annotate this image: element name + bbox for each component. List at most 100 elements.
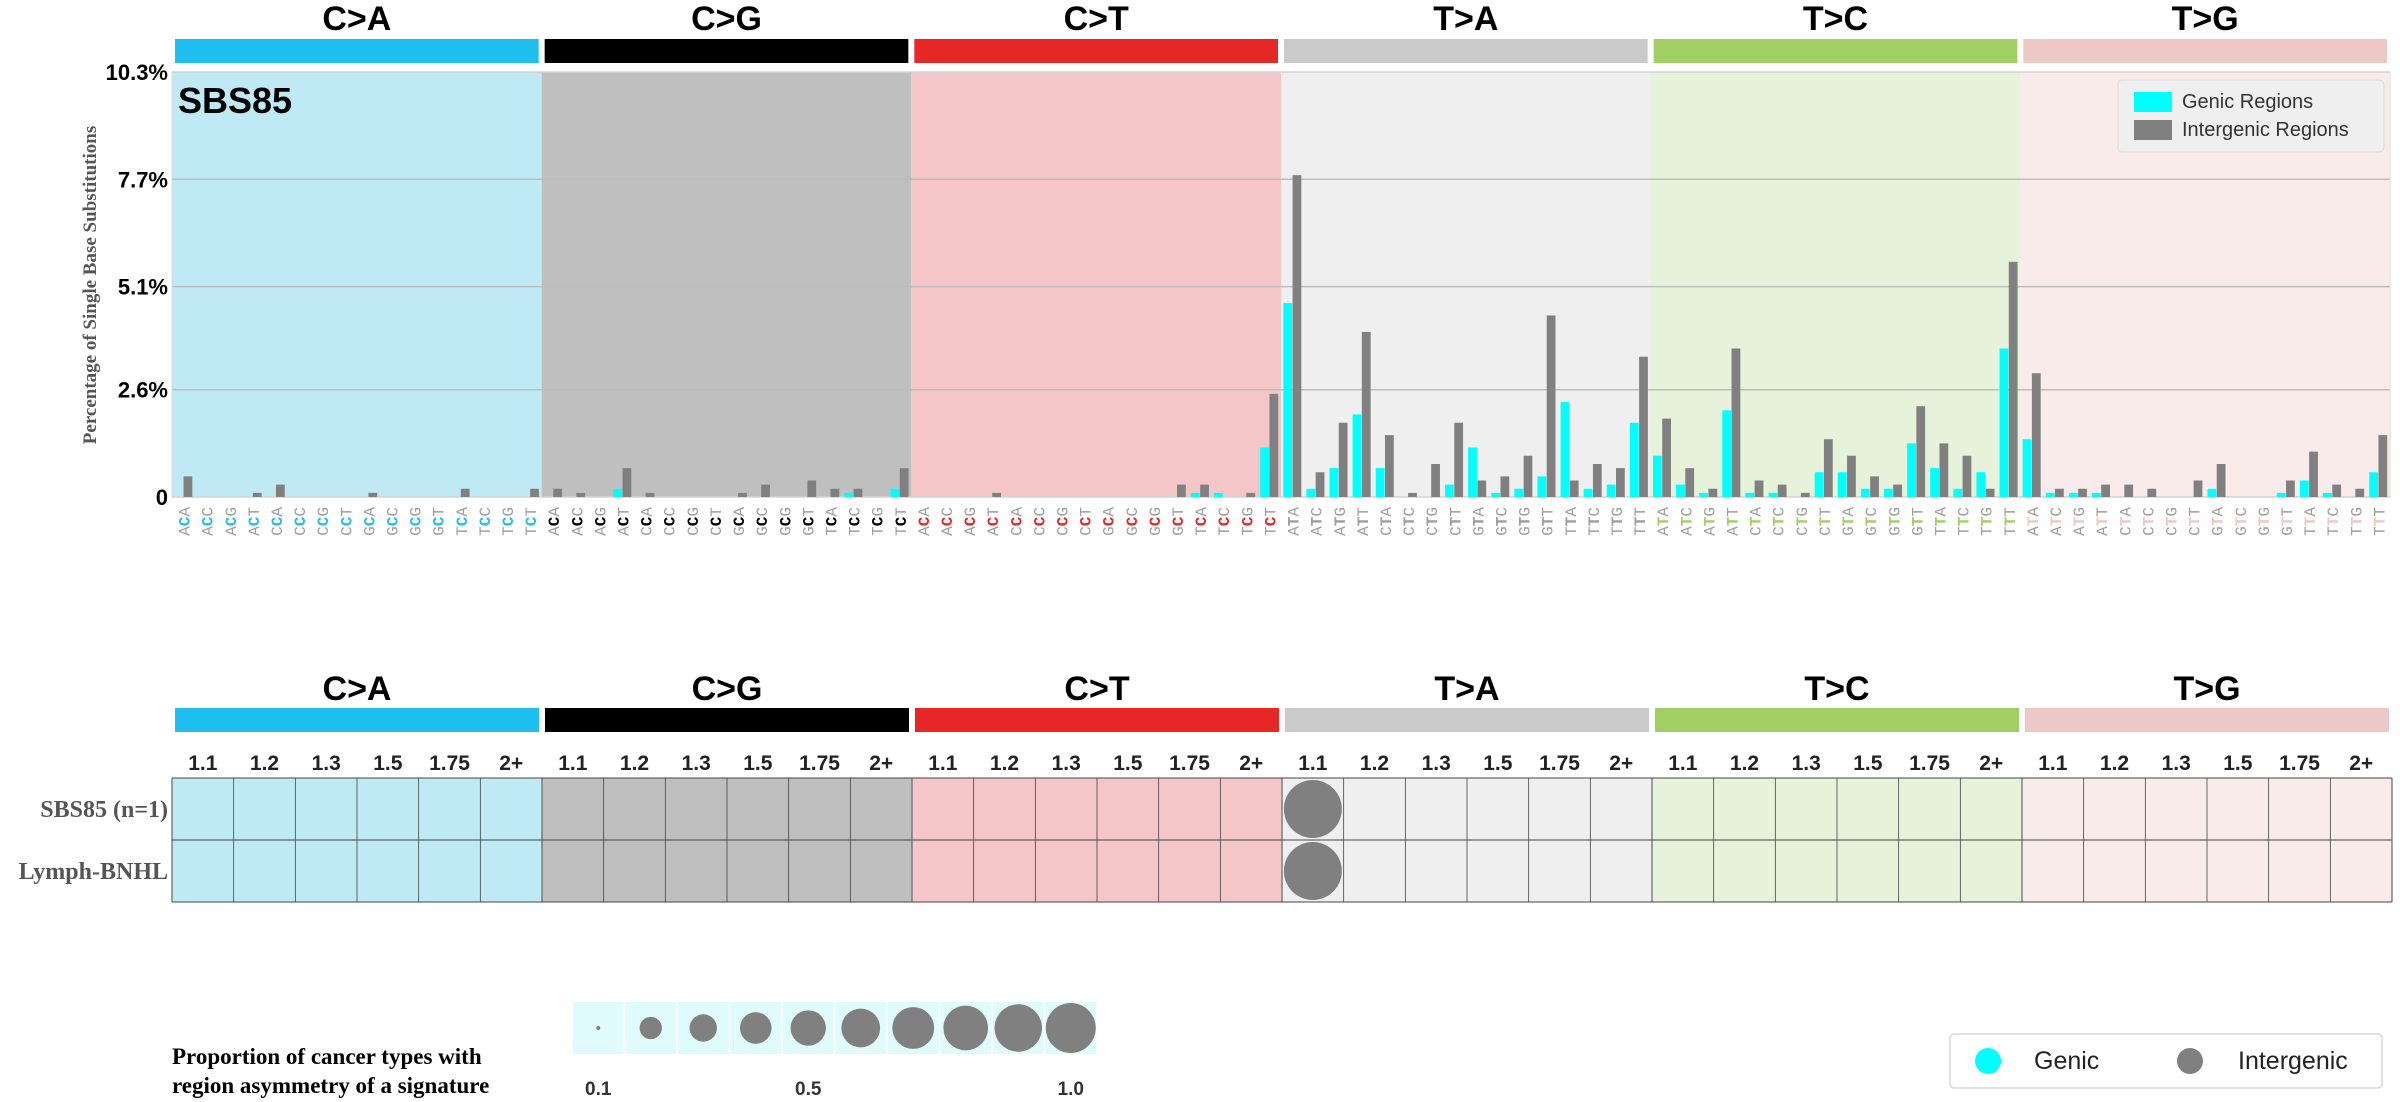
fold-label: 1.75	[429, 752, 470, 775]
x-tick-label: CCT	[1078, 507, 1096, 536]
x-tick-label: CTA	[2117, 507, 2135, 536]
bar-intergenic	[1708, 488, 1718, 497]
x-tick-label: ATT	[1725, 507, 1743, 536]
fold-label: 2+	[1239, 752, 1263, 775]
fold-label: 1.1	[1298, 752, 1328, 775]
x-tick-label: GCG	[408, 507, 426, 536]
fold-label: 1.2	[250, 752, 279, 775]
bar-intergenic	[2124, 484, 2134, 497]
x-tick-label: GTG	[1517, 507, 1535, 536]
x-tick-label: TTC	[1956, 507, 1974, 536]
bar-intergenic	[2031, 373, 2041, 497]
bar-genic	[1306, 488, 1316, 497]
plot-frame	[171, 71, 2391, 498]
x-tick-label: TCG	[500, 507, 518, 536]
x-tick-label: ACC	[200, 507, 218, 536]
fold-label: 1.1	[558, 752, 588, 775]
fold-label: 1.2	[990, 752, 1019, 775]
x-tick-label: TTC	[2325, 507, 2343, 536]
region-legend: Genic Intergenic	[1949, 1033, 2383, 1089]
legend-swatch-genic	[2134, 92, 2172, 112]
x-tick-label: TTG	[1609, 507, 1627, 536]
x-tick-label: TTC	[1586, 507, 1604, 536]
bar-intergenic	[1685, 468, 1695, 497]
bar-genic	[1445, 484, 1454, 497]
bar-genic	[1352, 414, 1362, 497]
bar-intergenic	[1870, 476, 1879, 497]
x-tick-label: ATC	[1309, 507, 1327, 536]
x-tick-label: GCT	[1170, 507, 1188, 536]
x-tick-label: TCG	[1239, 507, 1257, 536]
fold-label: 1.1	[928, 752, 958, 775]
bar-genic	[1999, 348, 2009, 497]
bar-intergenic	[1962, 455, 1972, 497]
bar-intergenic	[1177, 484, 1186, 497]
x-tick-label: TCA	[1193, 507, 1211, 536]
bar-intergenic	[553, 488, 562, 497]
bar-genic	[613, 488, 623, 497]
x-tick-label: ATA	[1286, 507, 1304, 536]
bar-intergenic	[1361, 331, 1371, 497]
x-tick-label: GTT	[1909, 507, 1927, 536]
fold-label: 2+	[1609, 752, 1633, 775]
heatmap-circle	[1283, 842, 1342, 900]
x-tick-label: TCT	[523, 507, 541, 536]
panel-bg-3	[1281, 72, 1651, 497]
bar-chart: C>A C>G C>T T>A T>C T>G 10.3% 7.7% 5.1% 2.6% 0 Perc…	[80, 0, 2391, 536]
y-tick-label: 10.3%	[106, 60, 168, 85]
x-tick-label: TTT	[1632, 507, 1650, 536]
x-tick-label: TTG	[2348, 507, 2366, 536]
size-legend-circle	[739, 1012, 772, 1044]
x-tick-label: ACA	[546, 507, 564, 536]
fold-label: 1.5	[1113, 752, 1143, 775]
bar-genic	[1930, 468, 1940, 497]
bar-genic	[1537, 476, 1547, 497]
x-tick-label: CCA	[639, 507, 657, 536]
bar-genic	[1213, 492, 1223, 497]
x-tick-label: GTG	[2256, 507, 2274, 536]
bar-genic	[2068, 492, 2078, 497]
type-strip-5	[2023, 39, 2387, 63]
bar-intergenic	[1985, 488, 1995, 497]
fold-label: 1.75	[1909, 752, 1950, 775]
x-tick-label: CCC	[292, 507, 310, 536]
bar-genic	[1606, 484, 1616, 497]
bar-genic	[1329, 468, 1339, 497]
x-tick-label: GCC	[384, 507, 402, 536]
x-tick-label: GCG	[1147, 507, 1165, 536]
heatmap-type-label: C>G	[692, 670, 763, 708]
bar-genic	[1907, 443, 1916, 497]
fold-label: 1.75	[799, 752, 840, 775]
bar-genic	[1699, 492, 1708, 497]
y-tick-label: 7.7%	[118, 167, 168, 192]
x-tick-label: TCA	[454, 507, 472, 536]
bar-intergenic	[2286, 480, 2295, 497]
bar-intergenic	[622, 468, 632, 497]
x-tick-label: GCA	[361, 507, 379, 536]
x-tick-label: CCG	[1055, 507, 1073, 536]
x-tick-label: CCC	[662, 507, 680, 536]
bar-genic	[1722, 410, 1732, 497]
fold-label: 1.3	[2162, 752, 2191, 775]
region-legend-marker	[2177, 1048, 2203, 1074]
x-tick-label: GTC	[2233, 507, 2251, 536]
bar-intergenic	[2332, 484, 2342, 497]
type-label: C>T	[1064, 0, 1129, 38]
panel-bg-1	[541, 72, 912, 497]
panel-bg-4	[1650, 72, 2021, 497]
size-legend-circle	[596, 1026, 601, 1030]
bar-intergenic	[1777, 484, 1787, 497]
bar-intergenic	[1315, 472, 1325, 497]
y-tick-label: 0	[156, 485, 168, 510]
bar-intergenic	[1616, 468, 1625, 497]
region-legend-label: Intergenic	[2238, 1047, 2348, 1075]
bar-intergenic	[1269, 393, 1279, 497]
bar-genic	[1814, 472, 1824, 497]
fold-label: 1.5	[373, 752, 403, 775]
bar-intergenic	[899, 468, 909, 497]
x-tick-label: GCT	[800, 507, 818, 536]
bar-intergenic	[368, 492, 378, 497]
bar-intergenic	[1847, 455, 1856, 497]
bar-intergenic	[807, 480, 817, 497]
signature-label: SBS85	[178, 80, 292, 121]
